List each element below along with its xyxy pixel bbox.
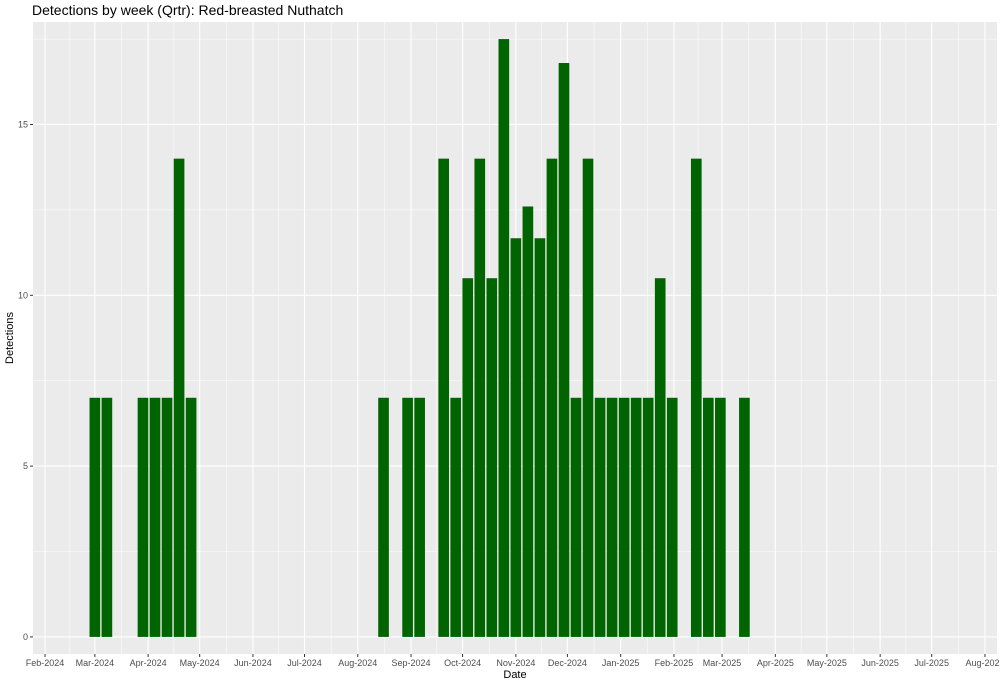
bar bbox=[534, 238, 546, 637]
bar bbox=[498, 39, 510, 637]
x-tick-label: Nov-2024 bbox=[496, 658, 535, 668]
bar bbox=[414, 397, 425, 637]
bar bbox=[642, 397, 654, 637]
x-tick-label: Jul-2025 bbox=[914, 658, 949, 668]
bar bbox=[474, 158, 486, 637]
x-tick-label: Jul-2024 bbox=[287, 658, 322, 668]
bar bbox=[666, 397, 678, 637]
y-tick-label: 15 bbox=[18, 119, 28, 129]
x-axis-title: Date bbox=[503, 669, 526, 681]
bar bbox=[185, 397, 197, 637]
bar bbox=[378, 397, 389, 637]
x-axis: Feb-2024 Mar-2024 Apr-2024 May-2024 Jun-2024… bbox=[26, 654, 1000, 668]
x-tick-label: Jun-2024 bbox=[234, 658, 272, 668]
bar bbox=[89, 397, 101, 637]
bar bbox=[486, 278, 498, 637]
x-tick-label: Sep-2024 bbox=[392, 658, 431, 668]
x-tick-label: Apr-2025 bbox=[757, 658, 794, 668]
bar bbox=[450, 397, 462, 637]
y-tick-label: 5 bbox=[23, 461, 28, 471]
bar bbox=[137, 397, 149, 637]
x-tick-label: Aug-2025 bbox=[965, 658, 1000, 668]
x-tick-label: Apr-2024 bbox=[130, 658, 167, 668]
y-axis-title: Detections bbox=[4, 312, 16, 364]
bar bbox=[690, 158, 702, 637]
bar bbox=[702, 397, 714, 637]
bar bbox=[438, 158, 450, 637]
bar bbox=[522, 206, 534, 637]
bar bbox=[173, 158, 185, 637]
y-axis: 0 5 10 15 bbox=[18, 119, 33, 642]
bar bbox=[558, 62, 570, 637]
bar bbox=[654, 278, 666, 637]
bar bbox=[570, 397, 582, 637]
x-tick-label: Mar-2024 bbox=[76, 658, 115, 668]
y-tick-label: 0 bbox=[23, 632, 28, 642]
bar bbox=[149, 397, 161, 637]
bar bbox=[594, 397, 606, 637]
x-tick-label: Jan-2025 bbox=[602, 658, 640, 668]
x-tick-label: Oct-2024 bbox=[444, 658, 481, 668]
x-tick-label: Feb-2025 bbox=[655, 658, 694, 668]
x-tick-label: Aug-2024 bbox=[338, 658, 377, 668]
bar bbox=[546, 158, 558, 637]
x-tick-label: Dec-2024 bbox=[548, 658, 587, 668]
x-tick-label: Feb-2024 bbox=[26, 658, 65, 668]
bar bbox=[402, 397, 413, 637]
y-tick-label: 10 bbox=[18, 290, 28, 300]
bar bbox=[739, 397, 750, 637]
bars bbox=[89, 39, 750, 637]
x-tick-label: May-2024 bbox=[180, 658, 220, 668]
bar bbox=[630, 397, 642, 637]
x-tick-label: Mar-2025 bbox=[703, 658, 742, 668]
bar bbox=[582, 158, 594, 637]
chart-title: Detections by week (Qrtr): Red-breasted … bbox=[32, 2, 344, 18]
bar bbox=[618, 397, 630, 637]
bar bbox=[462, 278, 474, 637]
bar bbox=[101, 397, 113, 637]
x-tick-label: May-2025 bbox=[807, 658, 847, 668]
bar bbox=[715, 397, 726, 637]
x-tick-label: Jun-2025 bbox=[861, 658, 899, 668]
bar bbox=[510, 238, 522, 637]
bar bbox=[161, 397, 173, 637]
bar bbox=[606, 397, 618, 637]
